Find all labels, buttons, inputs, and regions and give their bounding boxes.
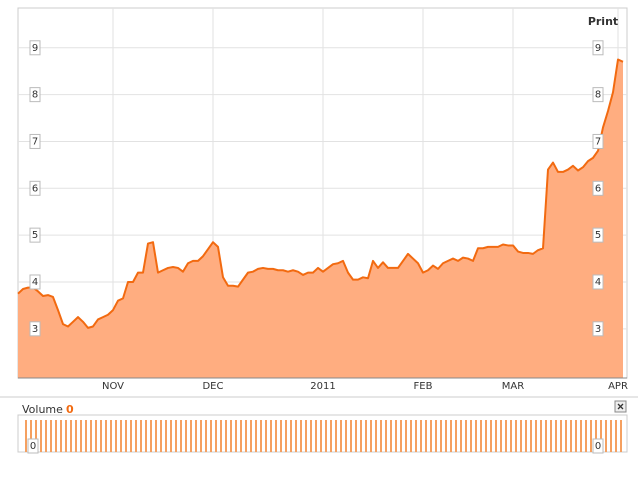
y-tick-label: 5 [32, 230, 38, 241]
x-tick-label: FEB [414, 381, 433, 392]
y-tick-label: 7 [32, 136, 38, 147]
y-tick-label: 0 [30, 441, 36, 452]
print-button[interactable]: Print [588, 15, 618, 28]
y-tick-label: 3 [595, 324, 601, 335]
y-tick-label: 6 [32, 183, 38, 194]
plot [17, 58, 624, 379]
y-tick-box [592, 274, 604, 290]
y-tick-label: 9 [595, 43, 601, 54]
volume-pattern [22, 420, 622, 452]
y-tick-label: 9 [32, 43, 38, 54]
y-tick-label: 0 [595, 441, 601, 452]
y-tick-box [592, 180, 604, 196]
ticks: 3 3 4 4 5 5 6 6 7 7 8 8 9 9 NOV DEC 2011 FEB MAR APR [29, 40, 628, 392]
y-tick-label: 7 [595, 136, 601, 147]
line [17, 58, 624, 329]
y-tick-label: 4 [32, 277, 38, 288]
volume-value: 0 [66, 403, 74, 416]
y-tick-box [29, 274, 41, 290]
y-tick-label: 3 [32, 324, 38, 335]
x-tick-label: DEC [202, 381, 223, 392]
y-tick-box [29, 227, 41, 243]
y-tick-box [29, 321, 41, 337]
y-tick-box [29, 40, 41, 56]
x-tick-label: 2011 [310, 381, 335, 392]
y-tick-label: 8 [32, 90, 38, 101]
x-tick-label: NOV [102, 381, 124, 392]
close-button[interactable] [614, 400, 627, 413]
y-tick-box [29, 87, 41, 103]
y-tick-box [27, 438, 39, 454]
y-tick-label: 5 [595, 230, 601, 241]
y-tick-box [592, 321, 604, 337]
y-tick-label: 8 [595, 90, 601, 101]
x-tick-label: MAR [502, 381, 524, 392]
x-tick-label: APR [608, 381, 628, 392]
y-tick-label: 4 [595, 277, 601, 288]
y-tick-box [592, 133, 604, 149]
y-tick-box [592, 40, 604, 56]
y-tick-box [592, 87, 604, 103]
y-tick-box [29, 180, 41, 196]
y-tick-box [592, 227, 604, 243]
volume-title: Volume [22, 403, 63, 416]
y-tick-box [592, 438, 604, 454]
area [18, 59, 623, 379]
y-tick-label: 6 [595, 183, 601, 194]
y-tick-box [29, 133, 41, 149]
